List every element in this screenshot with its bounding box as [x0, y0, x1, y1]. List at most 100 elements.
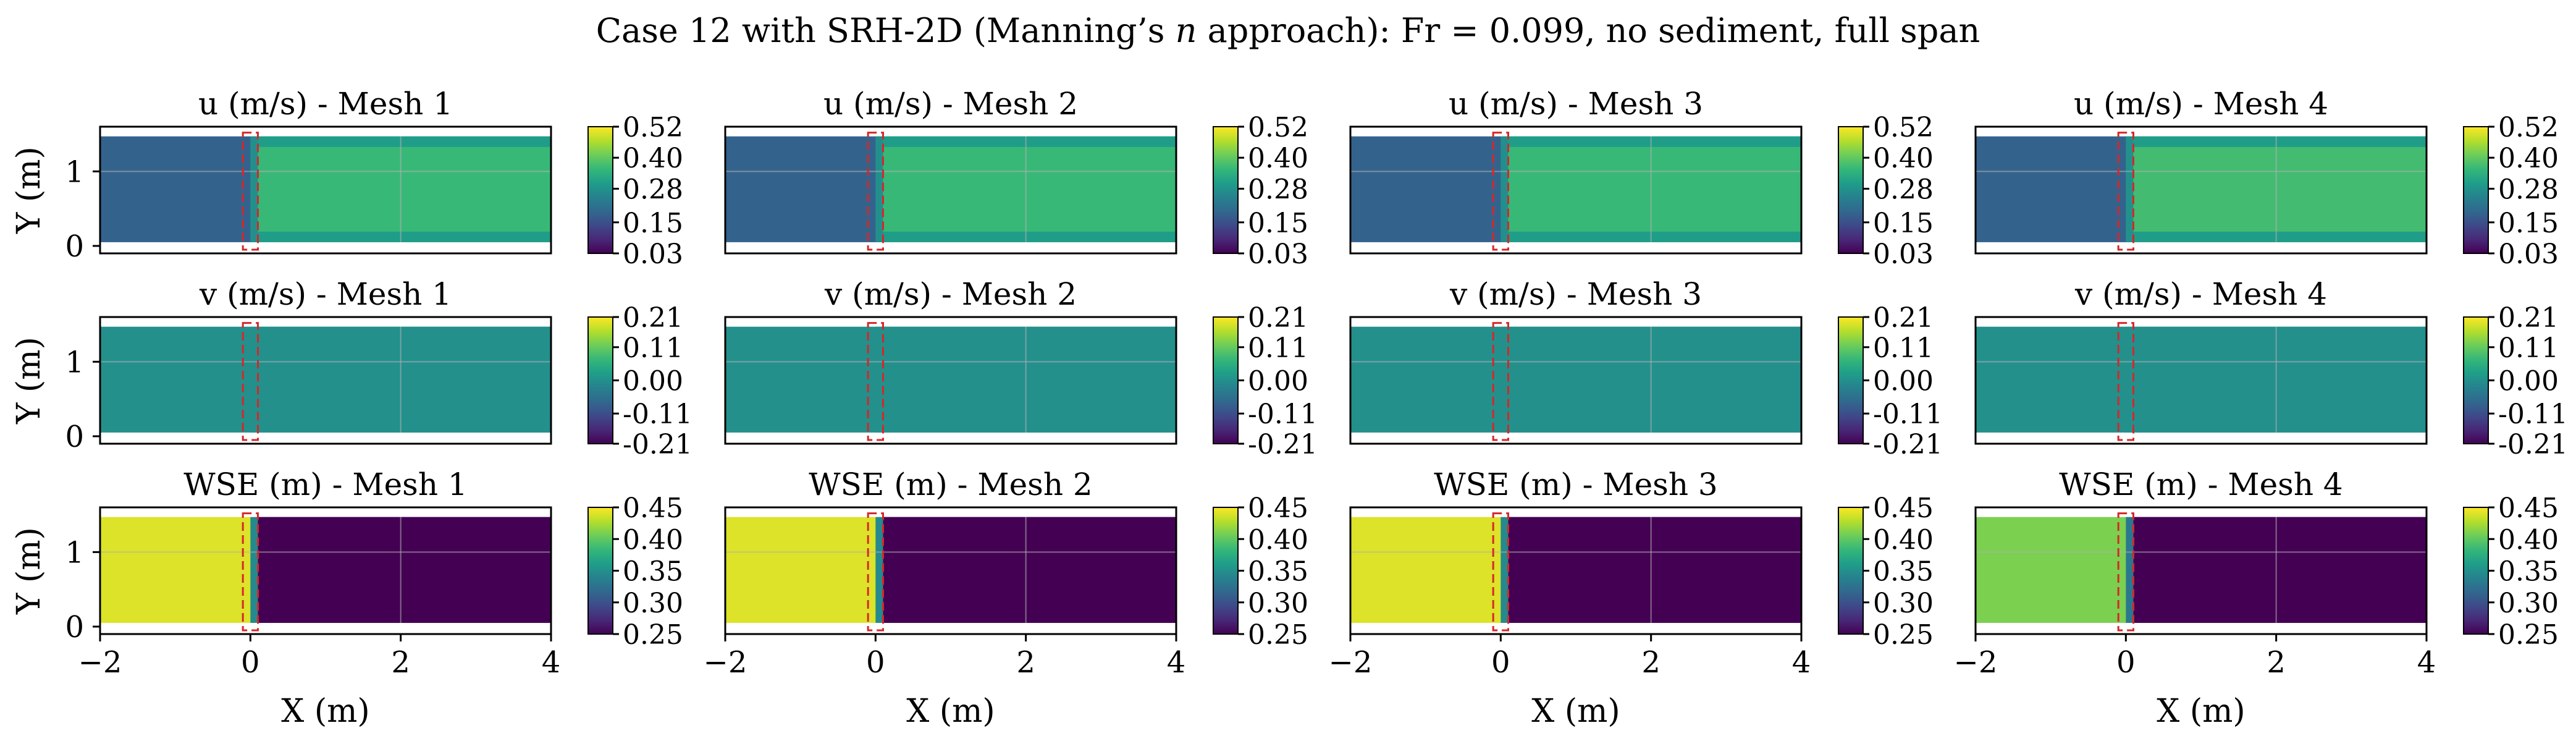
- colorbar-tick-label: -0.11: [2498, 399, 2568, 430]
- field-transition: [2126, 326, 2134, 433]
- colorbar: [2463, 507, 2489, 635]
- colorbar-tick-label: 0.30: [1873, 588, 1934, 619]
- x-tick-label: 0: [1491, 645, 1510, 680]
- structure-box: [2117, 132, 2135, 251]
- field-upstream: [100, 326, 258, 433]
- field-downstream: [258, 517, 551, 623]
- x-tick-label: −2: [1954, 645, 1998, 680]
- field-edge-bottom: [883, 421, 1176, 433]
- colorbar-tick-label: -0.21: [2498, 429, 2568, 460]
- colorbar-tick-label: 0.35: [2498, 556, 2559, 588]
- field-edge-top: [1508, 136, 1801, 147]
- colorbar-tick-label: 0.30: [2498, 588, 2559, 619]
- field-upstream: [1350, 136, 1509, 242]
- colorbar-tick-label: 0.21: [623, 302, 683, 334]
- field-downstream: [258, 326, 551, 433]
- colorbar-tick-label: -0.21: [623, 429, 692, 460]
- axes-frame: [1974, 316, 2428, 445]
- field-edge-top: [1508, 517, 1801, 528]
- x-axis-label: X (m): [906, 693, 995, 730]
- field-upstream: [725, 326, 883, 433]
- panel-title: u (m/s) - Mesh 1: [198, 86, 453, 122]
- colorbar-tick-label: 0.11: [1873, 332, 1934, 364]
- colorbar-tick-label: 0.40: [1873, 143, 1934, 174]
- x-tick-label: 2: [1016, 645, 1035, 680]
- colorbar-tick-label: 0.21: [1873, 302, 1934, 334]
- field-edge-top: [1508, 326, 1801, 337]
- structure-box: [867, 322, 884, 441]
- colorbar: [2463, 316, 2489, 444]
- x-axis-label: X (m): [281, 693, 369, 730]
- colorbar-tick-label: 0.52: [1248, 112, 1308, 143]
- y-tick-label: 1: [65, 154, 84, 189]
- field-upstream: [1976, 517, 2134, 623]
- colorbar-tick-label: -0.11: [623, 399, 692, 430]
- colorbar-tick-label: 0.52: [623, 112, 683, 143]
- axes-frame: [1349, 506, 1803, 635]
- field-edge-bottom: [1508, 231, 1801, 242]
- field-edge-top: [258, 136, 551, 147]
- x-axis-label: X (m): [1531, 693, 1620, 730]
- field-transition: [2126, 517, 2134, 623]
- field-transition: [1501, 517, 1509, 623]
- x-tick-label: −2: [78, 645, 122, 680]
- x-tick-label: −2: [1329, 645, 1373, 680]
- colorbar-tick-label: 0.15: [1248, 208, 1308, 239]
- colorbar-tick-label: 0.45: [2498, 493, 2559, 524]
- field-transition: [1501, 136, 1509, 242]
- field-edge-top: [883, 136, 1176, 147]
- colorbar-tick-label: 0.30: [623, 588, 683, 619]
- field-edge-bottom: [883, 231, 1176, 242]
- axes-frame: [724, 125, 1177, 255]
- colorbar-tick-label: 0.40: [2498, 143, 2559, 174]
- panel-title: WSE (m) - Mesh 3: [1434, 467, 1718, 502]
- colorbar-tick-label: 0.45: [1248, 493, 1308, 524]
- colorbar-tick-label: 0.15: [2498, 208, 2559, 239]
- field-downstream: [1508, 326, 1801, 433]
- field-downstream: [883, 326, 1176, 433]
- colorbar-tick-label: 0.45: [1873, 493, 1934, 524]
- colorbar-tick-label: 0.35: [623, 556, 683, 588]
- field-upstream: [1350, 326, 1509, 433]
- field-downstream: [2133, 517, 2427, 623]
- y-tick-label: 0: [65, 229, 84, 264]
- field-edge-bottom: [2133, 231, 2427, 242]
- structure-box: [242, 322, 259, 441]
- colorbar-tick-label: 0.35: [1248, 556, 1308, 588]
- structure-box: [242, 512, 259, 632]
- panel-title: WSE (m) - Mesh 2: [809, 467, 1093, 502]
- colorbar-tick-label: 0.00: [623, 366, 683, 397]
- colorbar-tick-label: 0.11: [623, 332, 683, 364]
- colorbar-tick-label: 0.03: [2498, 239, 2559, 270]
- colorbar-tick-label: 0.28: [2498, 174, 2559, 205]
- field-transition: [875, 517, 883, 623]
- colorbar-tick-label: 0.40: [2498, 524, 2559, 556]
- colorbar-tick-label: 0.40: [623, 143, 683, 174]
- y-tick-label: 1: [65, 345, 84, 379]
- y-axis-label: Y (m): [11, 337, 48, 425]
- x-tick-label: 0: [866, 645, 885, 680]
- colorbar-tick-label: 0.52: [2498, 112, 2559, 143]
- figure-title: Case 12 with SRH-2D (Manning’s n approac…: [596, 11, 1980, 50]
- field-edge-top: [883, 517, 1176, 528]
- y-tick-label: 1: [65, 535, 84, 570]
- y-axis-label: Y (m): [11, 146, 48, 234]
- structure-box: [2117, 322, 2135, 441]
- colorbar: [1213, 126, 1239, 254]
- colorbar-tick-label: -0.11: [1873, 399, 1943, 430]
- colorbar-tick-label: -0.11: [1248, 399, 1318, 430]
- x-tick-label: 4: [1167, 645, 1186, 680]
- colorbar-tick-label: 0.25: [1248, 619, 1308, 651]
- x-tick-label: 4: [542, 645, 561, 680]
- colorbar: [1213, 316, 1239, 444]
- structure-box: [242, 132, 259, 251]
- colorbar-tick-label: 0.35: [1873, 556, 1934, 588]
- colorbar-tick-label: -0.21: [1873, 429, 1943, 460]
- axes-frame: [724, 316, 1177, 445]
- field-edge-top: [2133, 517, 2427, 528]
- colorbar-tick-label: 0.40: [1248, 143, 1308, 174]
- field-downstream: [883, 136, 1176, 242]
- field-edge-bottom: [1508, 421, 1801, 433]
- axes-frame: [99, 316, 552, 445]
